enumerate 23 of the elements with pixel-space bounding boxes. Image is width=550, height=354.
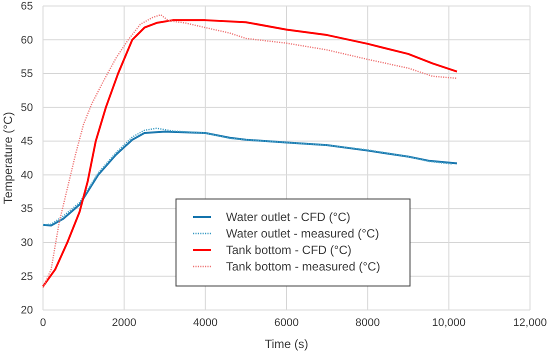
x-tick-label: 6000	[274, 316, 299, 329]
y-axis-title: Temperature (°C)	[1, 112, 15, 204]
y-tick-label: 30	[20, 236, 33, 249]
y-tick-label: 40	[20, 169, 33, 182]
x-tick-label: 4000	[193, 316, 218, 329]
legend-label: Tank bottom - measured (°C)	[226, 260, 380, 274]
y-tick-label: 65	[20, 0, 33, 13]
x-axis-title: Time (s)	[264, 337, 308, 351]
x-tick-label: 2000	[112, 316, 136, 329]
x-tick-label: 8000	[355, 316, 380, 329]
y-tick-label: 25	[20, 270, 33, 283]
legend-label: Water outlet - measured (°C)	[226, 226, 380, 240]
legend-label: Water outlet - CFD (°C)	[226, 210, 350, 224]
x-tick-label: 0	[40, 316, 46, 329]
x-tick-label: 12,000	[513, 316, 547, 329]
y-tick-label: 50	[20, 102, 33, 114]
y-tick-label: 20	[20, 304, 33, 317]
y-tick-label: 60	[20, 34, 33, 46]
y-tick-label: 35	[20, 203, 33, 216]
legend-label: Tank bottom - CFD (°C)	[226, 243, 352, 257]
y-tick-label: 45	[20, 136, 33, 148]
x-tick-label: 10,000	[432, 316, 466, 329]
y-tick-label: 55	[20, 68, 33, 80]
